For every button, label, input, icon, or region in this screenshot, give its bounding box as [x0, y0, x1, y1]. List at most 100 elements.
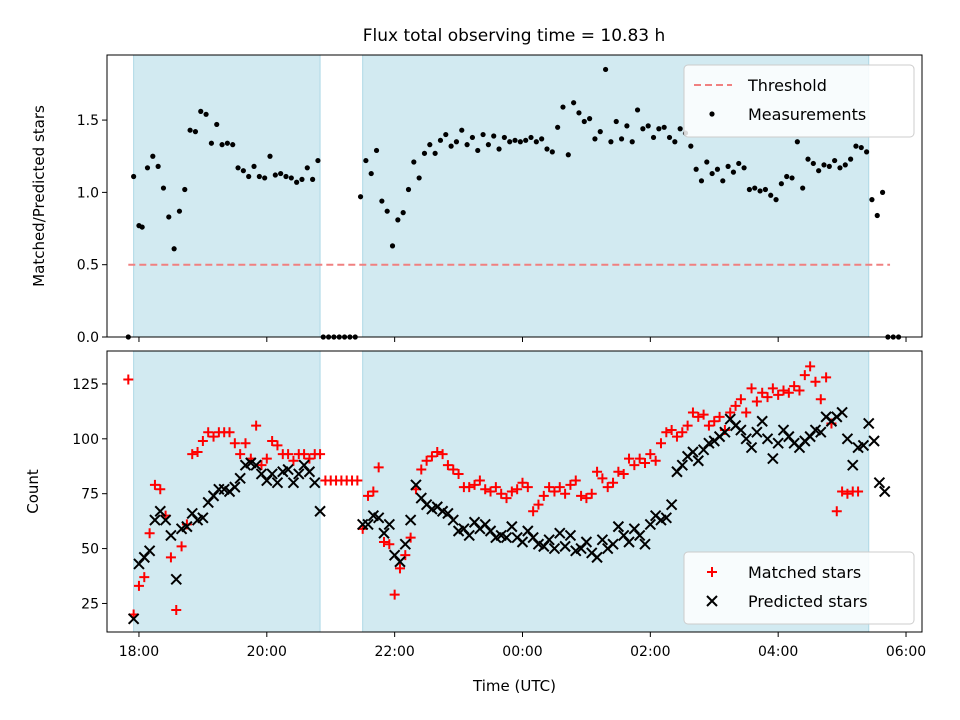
measurement-point	[602, 66, 609, 73]
matched-star-point	[789, 381, 800, 392]
matched-star-point	[730, 400, 741, 411]
measurement-point	[837, 165, 843, 171]
matched-star-point	[480, 484, 491, 495]
matched-star-point	[703, 420, 714, 431]
measurement-point	[555, 124, 561, 130]
measurement-point	[443, 131, 449, 138]
measurement-point	[240, 168, 246, 174]
matched-star-point	[208, 431, 219, 442]
measurement-point	[363, 157, 369, 164]
predicted-star-point	[282, 463, 294, 476]
measurement-point	[714, 166, 721, 172]
measurement-point	[272, 172, 278, 178]
measurement-point	[613, 118, 619, 125]
y-axis-label: Count	[24, 469, 42, 514]
measurement-point	[304, 165, 310, 171]
predicted-star-point	[772, 437, 784, 449]
matched-star-point	[288, 455, 299, 466]
measurement-point	[608, 139, 614, 145]
measurement-point	[192, 129, 199, 135]
matched-star-point	[698, 409, 709, 420]
y-tick-label: 75	[81, 487, 99, 503]
legend: Matched stars Predicted stars	[683, 551, 915, 625]
matched-star-point	[799, 370, 810, 381]
predicted-star-point	[309, 477, 321, 489]
matched-star-point	[586, 488, 597, 499]
measurement-point	[666, 134, 673, 141]
matched-star-point	[474, 475, 485, 486]
predicted-star-point	[767, 452, 779, 465]
measurement-point	[544, 146, 550, 152]
legend-label: Predicted stars	[748, 592, 868, 611]
predicted-star-point	[639, 538, 651, 550]
measurement-point	[730, 169, 737, 175]
predicted-star-point	[378, 527, 390, 539]
matched-star-point	[581, 493, 592, 504]
observing-window-1	[133, 54, 321, 338]
series-measurements	[125, 66, 902, 340]
measurement-point	[246, 173, 252, 180]
predicted-star-point	[676, 459, 689, 471]
x-tick-label: 22:00	[374, 644, 414, 660]
matched-star-point	[831, 506, 842, 517]
matched-star-point	[634, 453, 645, 464]
predicted-star-point	[383, 518, 396, 531]
predicted-star-point	[394, 556, 406, 568]
predicted-star-point	[751, 426, 763, 438]
measurement-point	[437, 137, 444, 143]
predicted-star-point	[559, 540, 571, 553]
matched-star-point	[693, 411, 704, 422]
predicted-star-point	[735, 424, 747, 436]
measurement-point	[224, 140, 230, 146]
matched-star-point	[576, 490, 587, 501]
predicted-star-point	[500, 531, 513, 544]
measurement-point	[144, 165, 151, 171]
predicted-star-point	[591, 551, 603, 564]
predicted-star-point	[372, 512, 385, 524]
matched-star-point	[389, 589, 400, 600]
measurement-point	[677, 126, 683, 132]
measurement-point	[704, 159, 710, 165]
measurement-point	[405, 186, 412, 193]
matched-star-point	[794, 385, 805, 396]
matched-star-point	[570, 475, 581, 486]
predicted-star-point	[665, 498, 678, 511]
predicted-star-point	[719, 426, 731, 438]
matched-star-point	[853, 486, 864, 497]
measurement-point	[299, 176, 305, 182]
x-tick-label: 00:00	[502, 644, 542, 660]
x-tick-label: 02:00	[630, 644, 670, 660]
matched-star-point	[405, 532, 416, 543]
measurement-point	[214, 121, 220, 128]
measurement-point	[262, 175, 268, 181]
measurement-point	[469, 134, 476, 141]
measurement-point	[869, 197, 875, 203]
measurement-point	[560, 104, 566, 110]
predicted-star-point	[745, 441, 758, 454]
matched-star-point	[272, 440, 283, 451]
predicted-star-point	[362, 518, 374, 531]
measurement-point	[768, 192, 774, 198]
measurement-point	[688, 143, 694, 149]
matched-star-point	[682, 420, 693, 431]
predicted-star-point	[612, 520, 625, 533]
measurement-point	[411, 159, 417, 165]
matched-star-point	[687, 407, 698, 418]
matched-star-point	[655, 438, 666, 449]
matched-star-point	[640, 457, 651, 468]
matched-star-point	[229, 438, 240, 449]
measurement-point	[480, 131, 486, 138]
matched-star-point	[267, 436, 278, 447]
matched-star-point	[352, 475, 363, 486]
matched-star-point	[565, 479, 576, 490]
matched-star-point	[197, 436, 208, 447]
matched-star-point	[746, 383, 757, 394]
measurement-point	[565, 152, 571, 158]
predicted-star-point	[314, 505, 326, 517]
legend-label: Matched stars	[748, 563, 861, 582]
measurement-point	[800, 185, 806, 191]
predicted-star-point	[644, 518, 657, 531]
measurement-point	[373, 147, 380, 154]
matched-star-point	[725, 407, 736, 418]
predicted-star-point	[543, 534, 555, 546]
